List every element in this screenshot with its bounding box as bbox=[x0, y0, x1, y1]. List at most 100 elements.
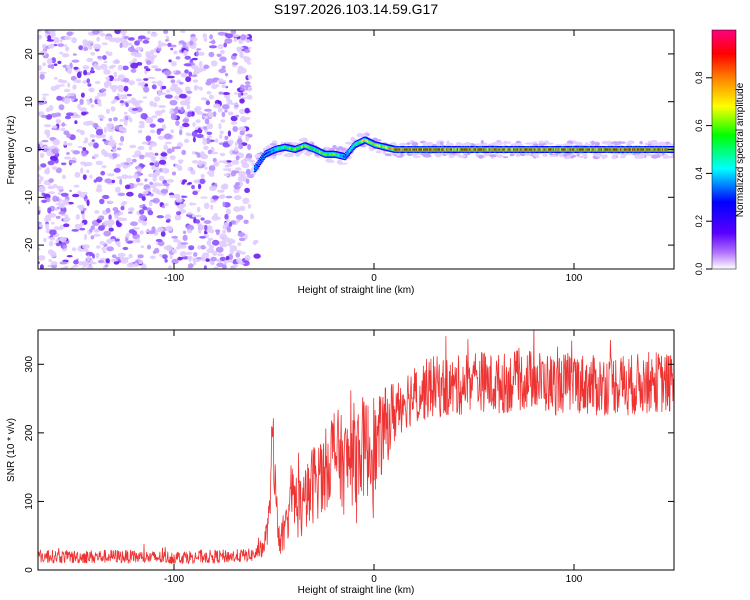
trace-band-core bbox=[376, 144, 379, 147]
noise-speckle bbox=[238, 143, 244, 150]
halo-speckle bbox=[504, 141, 512, 144]
noise-speckle bbox=[142, 220, 147, 226]
noise-speckle bbox=[131, 158, 137, 163]
colorbar-tick-label: 0.4 bbox=[694, 167, 704, 180]
noise-speckle bbox=[64, 214, 69, 218]
noise-speckle bbox=[160, 43, 168, 47]
noise-speckle bbox=[125, 102, 129, 107]
noise-speckle bbox=[83, 207, 87, 211]
noise-speckle bbox=[60, 192, 69, 197]
noise-speckle bbox=[190, 33, 196, 38]
noise-speckle bbox=[110, 238, 116, 242]
noise-speckle bbox=[60, 127, 66, 132]
halo-speckle bbox=[480, 140, 484, 145]
noise-speckle bbox=[58, 84, 65, 87]
trace-band-core bbox=[346, 152, 349, 155]
noise-speckle bbox=[202, 126, 208, 130]
noise-speckle bbox=[77, 103, 81, 110]
noise-speckle bbox=[38, 247, 41, 251]
noise-speckle bbox=[128, 229, 136, 234]
noise-speckle bbox=[64, 115, 72, 120]
colorbar-tick-label: 0.6 bbox=[694, 119, 704, 132]
noise-speckle bbox=[181, 256, 190, 260]
noise-speckle bbox=[88, 88, 95, 92]
noise-speckle bbox=[128, 253, 133, 259]
noise-speckle bbox=[235, 252, 241, 258]
y-tick-label: 300 bbox=[24, 356, 35, 373]
noise-speckle bbox=[195, 219, 201, 224]
noise-speckle bbox=[146, 54, 151, 59]
noise-speckle bbox=[142, 96, 147, 99]
noise-speckle bbox=[213, 161, 220, 167]
noise-speckle bbox=[138, 124, 145, 129]
noise-speckle bbox=[239, 84, 245, 89]
noise-speckle bbox=[84, 248, 89, 253]
noise-speckle bbox=[154, 110, 163, 116]
noise-speckle bbox=[203, 145, 209, 150]
noise-speckle bbox=[131, 154, 140, 158]
noise-speckle bbox=[170, 47, 174, 51]
noise-speckle bbox=[73, 184, 80, 188]
halo-speckle bbox=[345, 141, 354, 145]
noise-speckle bbox=[119, 128, 126, 132]
noise-speckle bbox=[58, 104, 65, 111]
noise-speckle bbox=[217, 195, 224, 199]
trace-band-core bbox=[412, 148, 415, 151]
noise-speckle bbox=[111, 84, 118, 91]
noise-speckle bbox=[108, 75, 114, 82]
noise-speckle bbox=[107, 173, 115, 177]
noise-speckle bbox=[176, 211, 182, 216]
noise-speckle bbox=[192, 136, 196, 143]
noise-speckle bbox=[98, 225, 105, 231]
noise-speckle bbox=[127, 262, 135, 268]
noise-speckle bbox=[208, 244, 214, 249]
noise-speckle bbox=[171, 235, 179, 239]
noise-speckle bbox=[232, 34, 240, 38]
noise-speckle bbox=[224, 72, 229, 77]
noise-speckle bbox=[226, 227, 232, 233]
noise-speckle bbox=[53, 43, 58, 47]
trace-band-core bbox=[466, 148, 469, 151]
noise-speckle bbox=[195, 50, 199, 57]
noise-speckle bbox=[183, 230, 186, 235]
noise-speckle bbox=[53, 184, 58, 187]
noise-speckle bbox=[192, 122, 196, 127]
noise-speckle bbox=[202, 33, 207, 39]
noise-speckle bbox=[142, 190, 149, 195]
noise-speckle bbox=[203, 202, 210, 209]
noise-speckle bbox=[138, 260, 144, 265]
noise-speckle bbox=[178, 244, 187, 249]
halo-speckle bbox=[427, 142, 433, 147]
noise-speckle bbox=[172, 70, 177, 74]
noise-speckle bbox=[149, 129, 156, 134]
noise-speckle bbox=[236, 46, 244, 50]
noise-speckle bbox=[136, 182, 144, 186]
noise-speckle bbox=[229, 238, 234, 244]
noise-speckle bbox=[253, 253, 261, 259]
noise-speckle bbox=[72, 53, 77, 56]
halo-speckle bbox=[272, 140, 278, 144]
noise-speckle bbox=[108, 200, 113, 204]
noise-speckle bbox=[187, 166, 192, 172]
noise-speckle bbox=[238, 262, 246, 265]
noise-speckle bbox=[219, 56, 227, 62]
noise-speckle bbox=[219, 134, 223, 139]
noise-speckle bbox=[52, 148, 59, 155]
noise-speckle bbox=[206, 248, 215, 254]
noise-speckle bbox=[163, 30, 169, 35]
noise-speckle bbox=[147, 76, 156, 80]
noise-speckle bbox=[41, 139, 49, 143]
noise-speckle bbox=[244, 107, 250, 114]
noise-speckle bbox=[38, 34, 43, 40]
noise-speckle bbox=[126, 100, 132, 104]
noise-speckle bbox=[82, 174, 87, 181]
noise-speckle bbox=[212, 239, 220, 246]
noise-speckle bbox=[197, 223, 203, 227]
noise-speckle bbox=[211, 151, 219, 155]
noise-speckle bbox=[52, 125, 58, 129]
halo-speckle bbox=[591, 140, 595, 146]
halo-speckle bbox=[671, 152, 674, 157]
trace-band-core bbox=[298, 146, 301, 149]
noise-speckle bbox=[152, 250, 157, 255]
noise-speckle bbox=[168, 59, 172, 63]
